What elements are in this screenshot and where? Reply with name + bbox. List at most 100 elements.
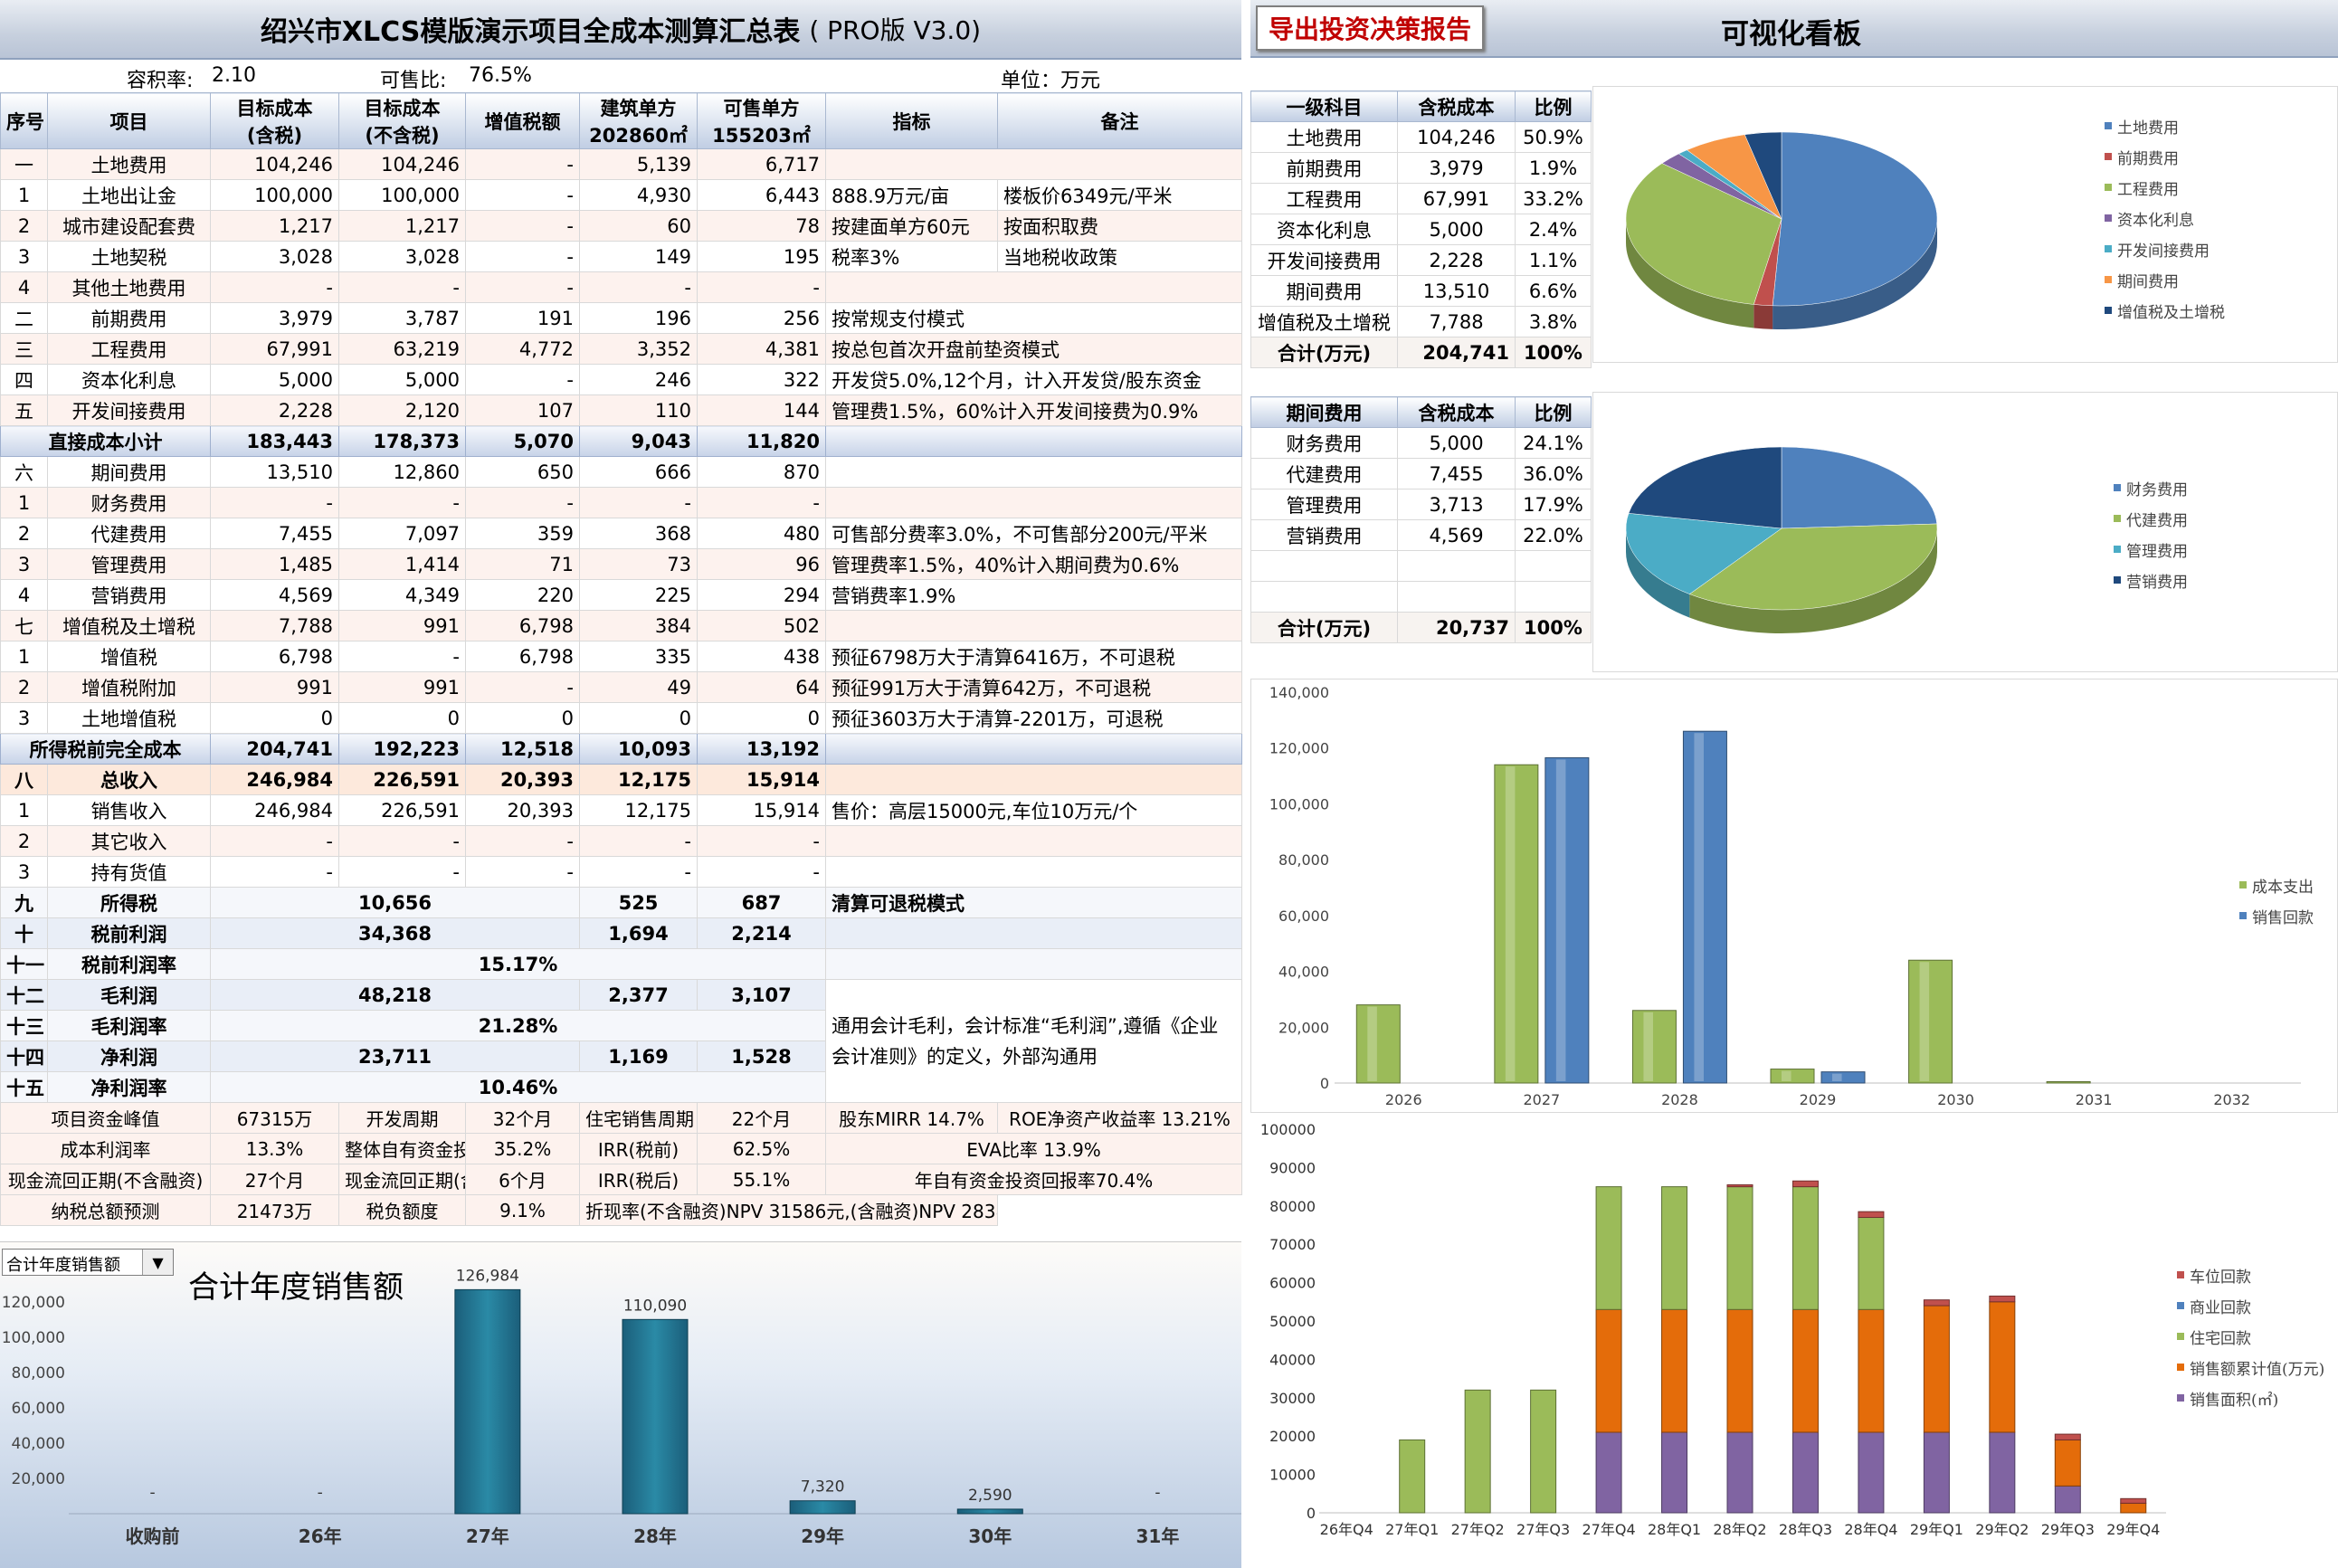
subtotal-cell[interactable]: 5,070 xyxy=(465,425,580,457)
cost-notax-cell[interactable]: 63,219 xyxy=(338,333,466,365)
row-item[interactable]: 增值税 xyxy=(47,641,211,672)
indicator-cell[interactable] xyxy=(825,148,1242,180)
income-cell[interactable]: 12,175 xyxy=(579,794,698,826)
row-no[interactable]: 八 xyxy=(0,764,48,795)
kpi-note[interactable]: 通用会计毛利，会计标准“毛利润”,遵循《企业会计准则》的定义，外部沟通用 xyxy=(825,979,1242,1103)
income-cell[interactable]: 15,914 xyxy=(697,794,826,826)
metric-cell[interactable]: 35.2% xyxy=(465,1133,580,1164)
income-cell[interactable]: - xyxy=(465,825,580,857)
row-no[interactable]: 一 xyxy=(0,148,48,180)
row-item[interactable]: 土地出让金 xyxy=(47,179,211,211)
vat-cell[interactable]: 107 xyxy=(465,394,580,426)
total-cell[interactable]: 合计(万元) xyxy=(1250,612,1398,643)
income-cell[interactable]: - xyxy=(465,856,580,888)
cost-tax-cell[interactable]: 2,228 xyxy=(210,394,339,426)
row-item[interactable]: 代建费用 xyxy=(47,518,211,549)
indicator-cell[interactable]: 开发贷5.0%,12个月，计入开发贷/股东资金 xyxy=(825,364,1242,395)
table-cell[interactable]: 前期费用 xyxy=(1250,152,1398,184)
build-unit-cell[interactable]: 73 xyxy=(579,548,698,580)
vat-cell[interactable]: - xyxy=(465,241,580,272)
sale-unit-cell[interactable]: 78 xyxy=(697,210,826,242)
vat-cell[interactable]: 359 xyxy=(465,518,580,549)
indicator-cell[interactable] xyxy=(825,456,1242,488)
build-unit-cell[interactable]: 3,352 xyxy=(579,333,698,365)
table-cell[interactable]: 22.0% xyxy=(1515,519,1592,551)
income-cell[interactable]: 20,393 xyxy=(465,794,580,826)
row-no[interactable]: 十四 xyxy=(0,1041,48,1072)
metric-cell[interactable]: 成本利润率 xyxy=(0,1133,211,1164)
sale-unit-cell[interactable]: 1,528 xyxy=(697,1041,826,1072)
cost-notax-cell[interactable]: - xyxy=(338,271,466,303)
table-cell[interactable] xyxy=(1250,581,1398,613)
far-value[interactable]: 2.10 xyxy=(212,64,256,87)
cost-notax-cell[interactable]: - xyxy=(338,487,466,518)
income-cell[interactable]: 20,393 xyxy=(465,764,580,795)
row-item[interactable]: 管理费用 xyxy=(47,548,211,580)
row-no[interactable]: 3 xyxy=(0,241,48,272)
income-cell[interactable]: 246,984 xyxy=(210,794,339,826)
table-cell[interactable]: 6.6% xyxy=(1515,275,1592,307)
blank-cell[interactable] xyxy=(825,733,1242,765)
cost-tax-cell[interactable]: 3,028 xyxy=(210,241,339,272)
total-cell[interactable]: 20,737 xyxy=(1397,612,1516,643)
cost-notax-cell[interactable]: 12,860 xyxy=(338,456,466,488)
subtotal-cell[interactable]: 11,820 xyxy=(697,425,826,457)
row-item[interactable]: 净利润率 xyxy=(47,1071,211,1103)
table-cell[interactable]: 24.1% xyxy=(1515,427,1592,459)
row-item[interactable]: 销售收入 xyxy=(47,794,211,826)
metric-cell[interactable]: 纳税总额预测 xyxy=(0,1194,211,1226)
cost-tax-cell[interactable]: 100,000 xyxy=(210,179,339,211)
row-no[interactable]: 十三 xyxy=(0,1010,48,1041)
kpi-value[interactable]: 48,218 xyxy=(210,979,580,1011)
total-cell[interactable]: 100% xyxy=(1515,337,1592,368)
row-item[interactable]: 土地增值税 xyxy=(47,702,211,734)
row-item[interactable]: 毛利润 xyxy=(47,979,211,1011)
total-cell[interactable]: 合计(万元) xyxy=(1250,337,1398,368)
build-unit-cell[interactable]: 525 xyxy=(579,887,698,918)
table-cell[interactable]: 7,455 xyxy=(1397,458,1516,489)
row-item[interactable]: 资本化利息 xyxy=(47,364,211,395)
build-unit-cell[interactable]: 149 xyxy=(579,241,698,272)
cost-tax-cell[interactable]: 104,246 xyxy=(210,148,339,180)
cost-notax-cell[interactable]: 7,097 xyxy=(338,518,466,549)
kpi-pct[interactable]: 21.28% xyxy=(210,1010,826,1041)
metric-cell[interactable]: 32个月 xyxy=(465,1102,580,1134)
subtotal-cell[interactable]: 192,223 xyxy=(338,733,466,765)
table-cell[interactable]: 土地费用 xyxy=(1250,121,1398,153)
kpi-value[interactable]: 34,368 xyxy=(210,917,580,949)
build-unit-cell[interactable]: 246 xyxy=(579,364,698,395)
income-cell[interactable]: 12,175 xyxy=(579,764,698,795)
sale-unit-cell[interactable]: 687 xyxy=(697,887,826,918)
indicator-cell[interactable]: 按总包首次开盘前垫资模式 xyxy=(825,333,1242,365)
sale-unit-cell[interactable]: 322 xyxy=(697,364,826,395)
income-cell[interactable]: 226,591 xyxy=(338,794,466,826)
cost-tax-cell[interactable]: 13,510 xyxy=(210,456,339,488)
row-no[interactable]: 九 xyxy=(0,887,48,918)
subtotal-cell[interactable]: 204,741 xyxy=(210,733,339,765)
sale-unit-cell[interactable]: 96 xyxy=(697,548,826,580)
cost-notax-cell[interactable]: - xyxy=(338,641,466,672)
subtotal-label[interactable]: 所得税前完全成本 xyxy=(0,733,211,765)
vat-cell[interactable]: - xyxy=(465,210,580,242)
saleable-value[interactable]: 76.5% xyxy=(469,64,532,87)
metric-cell[interactable]: 55.1% xyxy=(697,1164,826,1195)
row-no[interactable]: 3 xyxy=(0,702,48,734)
cost-tax-cell[interactable]: 6,798 xyxy=(210,641,339,672)
row-item[interactable]: 其它收入 xyxy=(47,825,211,857)
vat-cell[interactable]: 220 xyxy=(465,579,580,611)
blank-cell[interactable] xyxy=(825,917,1242,949)
metric-cell[interactable]: 27个月 xyxy=(210,1164,339,1195)
table-cell[interactable]: 3.8% xyxy=(1515,306,1592,337)
cost-tax-cell[interactable]: 5,000 xyxy=(210,364,339,395)
sale-unit-cell[interactable]: 64 xyxy=(697,671,826,703)
metric-cell[interactable]: 22个月 xyxy=(697,1102,826,1134)
row-no[interactable]: 三 xyxy=(0,333,48,365)
metric-cell[interactable]: 整体自有资金投资回报率 xyxy=(338,1133,466,1164)
metric-cell[interactable]: 21473万 xyxy=(210,1194,339,1226)
vat-cell[interactable]: - xyxy=(465,671,580,703)
blank-cell[interactable] xyxy=(825,425,1242,457)
table-cell[interactable] xyxy=(1397,550,1516,582)
vat-cell[interactable]: 71 xyxy=(465,548,580,580)
cost-tax-cell[interactable]: 4,569 xyxy=(210,579,339,611)
cost-notax-cell[interactable]: 2,120 xyxy=(338,394,466,426)
